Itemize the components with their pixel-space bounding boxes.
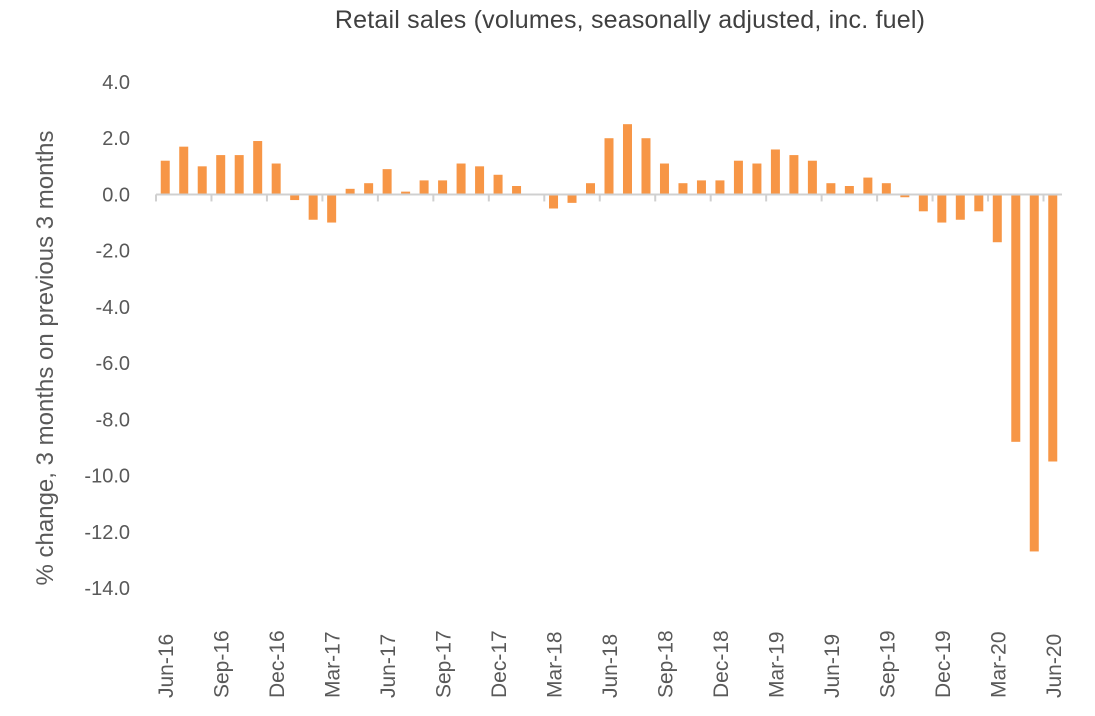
bar-nov-16 — [253, 141, 263, 195]
x-tick-label: Mar-18 — [544, 631, 567, 698]
x-tick-label: Sep-18 — [654, 630, 677, 698]
x-tick-label: Sep-16 — [211, 630, 234, 698]
y-tick-label: -12.0 — [84, 522, 130, 544]
bar-may-20 — [1029, 194, 1039, 552]
bar-apr-19 — [789, 155, 799, 195]
x-tick-label: Dec-16 — [266, 630, 289, 698]
bar-jan-20 — [955, 194, 965, 220]
bar-apr-18 — [567, 194, 577, 203]
x-tick-label: Jun-17 — [377, 634, 400, 698]
bar-jul-16 — [179, 146, 189, 195]
bar-dec-19 — [937, 194, 947, 223]
y-tick-label: -14.0 — [84, 578, 130, 600]
bar-jun-20 — [1048, 194, 1058, 462]
bar-oct-18 — [678, 183, 688, 195]
bar-sep-19 — [881, 183, 891, 195]
bar-jul-17 — [401, 191, 411, 195]
x-tick-label: Jun-18 — [599, 634, 622, 698]
bar-jan-19 — [733, 160, 743, 195]
bar-nov-18 — [696, 180, 706, 195]
bar-sep-18 — [659, 163, 669, 195]
bar-may-17 — [364, 183, 374, 195]
x-tick-label: Mar-19 — [765, 631, 788, 698]
x-tick-label: Jun-16 — [155, 634, 178, 698]
x-tick-label: Dec-18 — [710, 630, 733, 698]
chart-title: Retail sales (volumes, seasonally adjust… — [334, 6, 926, 34]
bar-apr-20 — [1011, 194, 1021, 442]
y-axis-label: % change, 3 months on previous 3 months — [32, 131, 59, 586]
bar-jun-19 — [826, 183, 836, 195]
y-tick-label: -4.0 — [96, 297, 130, 319]
y-tick-label: -2.0 — [96, 241, 130, 263]
bar-jun-18 — [604, 138, 614, 195]
bar-aug-19 — [863, 177, 873, 195]
x-tick-label: Jun-20 — [1043, 634, 1066, 698]
bar-jul-18 — [622, 124, 632, 195]
y-tick-label: 2.0 — [102, 128, 130, 150]
bar-feb-19 — [752, 163, 762, 195]
bar-dec-18 — [715, 180, 725, 195]
bar-oct-17 — [456, 163, 466, 195]
bar-feb-17 — [308, 194, 318, 220]
bar-apr-17 — [345, 188, 355, 195]
bar-jul-19 — [844, 186, 854, 195]
x-tick-label: Dec-17 — [488, 630, 511, 698]
bar-sep-17 — [438, 180, 448, 195]
bar-jan-18 — [512, 186, 522, 195]
x-tick-label: Mar-17 — [322, 631, 345, 698]
y-tick-label: 0.0 — [102, 184, 130, 206]
bar-mar-19 — [770, 149, 780, 195]
x-tick-labels: Jun-16 Sep-16 Dec-16 Mar-17 Jun-17 Sep-17 Dec-… — [155, 630, 1066, 698]
x-tick-label: Mar-20 — [987, 631, 1010, 698]
bar-sep-16 — [216, 155, 226, 195]
y-tick-labels: 4.0 2.0 0.0 -2.0 -4.0 -6.0 -8.0 -10.0 -12.0 -14.0 — [84, 72, 130, 600]
x-tick-label: Sep-19 — [876, 630, 899, 698]
bar-may-19 — [807, 160, 817, 195]
x-tick-label: Sep-17 — [433, 630, 456, 698]
bar-jun-17 — [382, 169, 392, 195]
bar-may-18 — [586, 183, 596, 195]
bar-nov-17 — [475, 166, 485, 195]
bar-jun-16 — [160, 160, 170, 195]
bar-feb-20 — [974, 194, 984, 212]
x-tick-label: Jun-19 — [821, 634, 844, 698]
bar-oct-19 — [900, 194, 910, 198]
bars — [160, 124, 1058, 552]
y-tick-label: 4.0 — [102, 72, 130, 94]
bar-aug-16 — [197, 166, 207, 195]
bar-nov-19 — [918, 194, 928, 212]
bar-dec-17 — [493, 174, 503, 195]
x-tick-label: Dec-19 — [932, 630, 955, 698]
x-axis — [155, 193, 1062, 202]
bar-aug-18 — [641, 138, 651, 195]
bar-oct-16 — [234, 155, 244, 195]
y-tick-label: -10.0 — [84, 466, 130, 488]
y-tick-label: -8.0 — [96, 409, 130, 431]
bar-mar-17 — [327, 194, 337, 223]
bar-dec-16 — [271, 163, 281, 195]
y-axis-label-group: % change, 3 months on previous 3 months — [32, 131, 59, 586]
bar-mar-20 — [992, 194, 1002, 243]
bar-aug-17 — [419, 180, 429, 195]
y-tick-label: -6.0 — [96, 353, 130, 375]
bar-mar-18 — [549, 194, 559, 209]
bar-jan-17 — [290, 194, 300, 201]
